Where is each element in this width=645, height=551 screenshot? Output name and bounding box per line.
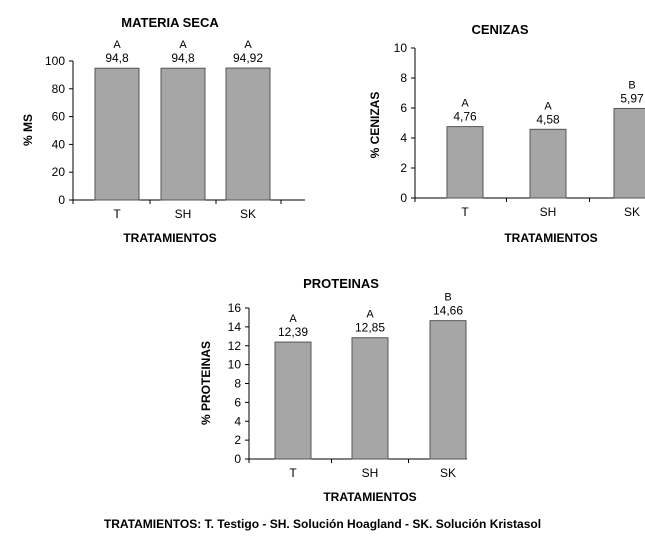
significance-letter: B [444,292,451,304]
bar-value-label: 5,97 [620,91,644,105]
significance-letter: A [113,39,121,51]
significance-letter: B [628,79,635,91]
y-tick-label: 4 [234,414,241,428]
y-tick-label: 12 [228,339,242,353]
x-tick-label: SH [540,205,557,219]
significance-letter: A [289,313,297,325]
x-tick-label: SH [175,207,192,221]
x-axis-label: TRATAMIENTOS [123,231,216,245]
significance-letter: A [461,98,469,110]
y-tick-label: 0 [58,193,65,207]
y-axis-label: % MS [21,114,35,146]
chart-title: PROTEINAS [303,276,379,291]
y-tick-label: 6 [400,101,407,115]
y-tick-label: 100 [45,54,65,68]
significance-letter: A [244,39,252,51]
x-tick-label: T [113,207,121,221]
x-axis-label: TRATAMIENTOS [323,490,416,504]
significance-letter: A [544,100,552,112]
chart-title: CENIZAS [471,22,528,37]
bar-value-label: 14,66 [433,304,463,318]
x-tick-label: T [289,466,297,480]
y-tick-label: 20 [52,165,66,179]
y-tick-label: 60 [52,110,66,124]
x-tick-label: SK [240,207,256,221]
x-tick-label: SK [440,466,456,480]
bar-value-label: 12,39 [278,325,308,339]
bar-value-label: 94,8 [171,51,195,65]
x-tick-label: SH [362,466,379,480]
chart-cenizas: CENIZAS02468104,76AT4,58ASH5,97BSKTRATAM… [368,22,645,245]
y-tick-label: 8 [400,71,407,85]
y-axis-label: % CENIZAS [368,92,382,159]
chart-proteinas: PROTEINAS024681012141612,39AT12,85ASH14,… [199,276,467,504]
bar [94,67,140,201]
bar [274,341,312,460]
significance-letter: A [366,309,374,321]
y-tick-label: 80 [52,82,66,96]
x-tick-label: T [461,205,469,219]
bar [446,126,484,199]
significance-letter: A [179,39,187,51]
bar-value-label: 4,76 [453,110,477,124]
y-tick-label: 10 [394,41,408,55]
y-tick-label: 16 [228,301,242,315]
y-tick-label: 2 [400,161,407,175]
bar [429,320,467,460]
bar-value-label: 94,92 [233,51,263,65]
x-axis-label: TRATAMIENTOS [504,231,597,245]
x-tick-label: SK [624,205,640,219]
y-tick-label: 0 [400,191,407,205]
y-axis-label: % PROTEINAS [199,341,213,425]
y-tick-label: 40 [52,137,66,151]
y-tick-label: 14 [228,320,242,334]
footer-legend: TRATAMIENTOS: T. Testigo - SH. Solución … [103,517,542,531]
bar-value-label: 12,85 [355,321,385,335]
y-tick-label: 2 [234,433,241,447]
bar-value-label: 4,58 [536,112,560,126]
y-tick-label: 8 [234,377,241,391]
y-tick-label: 10 [228,358,242,372]
bar [613,107,645,199]
chart-title: MATERIA SECA [121,15,219,30]
y-tick-label: 6 [234,395,241,409]
bar [225,67,271,201]
bar-value-label: 94,8 [105,51,129,65]
y-tick-label: 0 [234,452,241,466]
bar [160,67,206,201]
y-tick-label: 4 [400,131,407,145]
bar [529,128,567,199]
bar [351,337,389,460]
